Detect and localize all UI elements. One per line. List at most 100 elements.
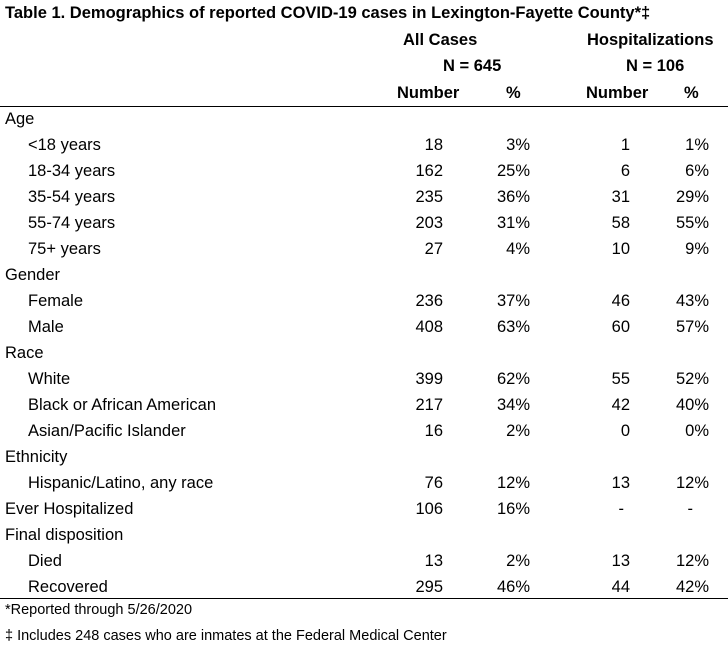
cell-number-hosp: 42 [611, 396, 630, 414]
cell-number-all: 236 [415, 292, 443, 310]
cell-number-hosp: 46 [611, 292, 630, 310]
cell-pct-hosp: 55% [675, 214, 709, 232]
cell-pct-all: 16% [496, 500, 530, 518]
cell-pct-all: 2% [506, 552, 530, 570]
table-row: Ethnicity [0, 444, 728, 470]
col-header-pct-all: % [506, 84, 521, 102]
cell-number-all: 13 [424, 552, 443, 570]
group-n-all-cases: N = 645 [443, 57, 502, 75]
cell-pct-hosp: - [687, 500, 694, 518]
cell-number-hosp: 1 [620, 136, 630, 154]
table-row: 18-34 years 162 25% 6 6% [0, 158, 728, 184]
col-header-number-all: Number [397, 84, 460, 102]
cell-number-hosp: 44 [611, 578, 630, 596]
table-row: Age [0, 106, 728, 132]
cell-pct-hosp: 52% [675, 370, 709, 388]
group-n-hospitalizations: N = 106 [626, 57, 685, 75]
cell-pct-all: 12% [496, 474, 530, 492]
cell-number-hosp: 0 [620, 422, 630, 440]
cell-pct-all: 62% [496, 370, 530, 388]
section-label: Age [5, 110, 35, 128]
section-label: Ever Hospitalized [5, 500, 134, 518]
section-label: Final disposition [5, 526, 124, 544]
cell-pct-all: 36% [496, 188, 530, 206]
col-header-number-hosp: Number [586, 84, 649, 102]
cell-pct-hosp: 40% [675, 396, 709, 414]
cell-number-hosp: 60 [611, 318, 630, 336]
row-label: <18 years [28, 136, 101, 154]
cell-pct-all: 2% [506, 422, 530, 440]
cell-pct-all: 25% [496, 162, 530, 180]
cell-number-hosp: 10 [611, 240, 630, 258]
table-row: Died 13 2% 13 12% [0, 548, 728, 574]
cell-pct-all: 31% [496, 214, 530, 232]
row-label: 55-74 years [28, 214, 116, 232]
table-row: Race [0, 340, 728, 366]
table-row: <18 years 18 3% 1 1% [0, 132, 728, 158]
table-title: Table 1. Demographics of reported COVID-… [5, 4, 651, 22]
footnote-reported: *Reported through 5/26/2020 [5, 602, 193, 618]
cell-pct-hosp: 0% [685, 422, 709, 440]
table-row: White 399 62% 55 52% [0, 366, 728, 392]
table-row: Ever Hospitalized 106 16% - - [0, 496, 728, 522]
cell-pct-all: 4% [506, 240, 530, 258]
row-label: Male [28, 318, 64, 336]
cell-pct-all: 34% [496, 396, 530, 414]
cell-pct-hosp: 29% [675, 188, 709, 206]
cell-number-all: 217 [415, 396, 443, 414]
row-label: White [28, 370, 71, 388]
cell-number-hosp: - [618, 500, 625, 518]
cell-pct-all: 37% [496, 292, 530, 310]
cell-pct-hosp: 9% [685, 240, 709, 258]
cell-pct-hosp: 6% [685, 162, 709, 180]
cell-number-hosp: 55 [611, 370, 630, 388]
cell-number-all: 203 [415, 214, 443, 232]
cell-pct-all: 3% [506, 136, 530, 154]
section-label: Gender [5, 266, 61, 284]
row-label: 18-34 years [28, 162, 116, 180]
row-label: 75+ years [28, 240, 101, 258]
table-row: Hispanic/Latino, any race 76 12% 13 12% [0, 470, 728, 496]
cell-number-all: 27 [424, 240, 443, 258]
cell-number-hosp: 6 [620, 162, 630, 180]
table-row: Female 236 37% 46 43% [0, 288, 728, 314]
row-label: 35-54 years [28, 188, 116, 206]
group-header-all-cases: All Cases [403, 31, 478, 49]
table-row: 35-54 years 235 36% 31 29% [0, 184, 728, 210]
cell-number-all: 408 [415, 318, 443, 336]
cell-pct-hosp: 12% [675, 474, 709, 492]
table-row: 55-74 years 203 31% 58 55% [0, 210, 728, 236]
cell-number-hosp: 58 [611, 214, 630, 232]
table-row: 75+ years 27 4% 10 9% [0, 236, 728, 262]
table-row: Final disposition [0, 522, 728, 548]
header-rule [0, 106, 728, 107]
row-label: Died [28, 552, 62, 570]
bottom-rule [0, 598, 728, 599]
table-row: Black or African American 217 34% 42 40% [0, 392, 728, 418]
cell-number-hosp: 31 [611, 188, 630, 206]
row-label: Recovered [28, 578, 108, 596]
row-label: Asian/Pacific Islander [28, 422, 186, 440]
cell-pct-all: 46% [496, 578, 530, 596]
row-label: Hispanic/Latino, any race [28, 474, 214, 492]
cell-number-all: 16 [424, 422, 443, 440]
table-row: Asian/Pacific Islander 16 2% 0 0% [0, 418, 728, 444]
cell-number-all: 76 [424, 474, 443, 492]
cell-pct-hosp: 57% [675, 318, 709, 336]
cell-number-all: 235 [415, 188, 443, 206]
cell-number-hosp: 13 [611, 474, 630, 492]
col-header-pct-hosp: % [684, 84, 699, 102]
cell-pct-hosp: 12% [675, 552, 709, 570]
group-header-hospitalizations: Hospitalizations [587, 31, 714, 49]
row-label: Female [28, 292, 84, 310]
row-label: Black or African American [28, 396, 216, 414]
cell-pct-hosp: 1% [685, 136, 709, 154]
cell-number-all: 162 [415, 162, 443, 180]
cell-number-all: 106 [415, 500, 443, 518]
section-label: Race [5, 344, 44, 362]
footnote-inmates: ‡ Includes 248 cases who are inmates at … [5, 628, 447, 644]
table-row: Male 408 63% 60 57% [0, 314, 728, 340]
cell-pct-all: 63% [496, 318, 530, 336]
cell-number-all: 399 [415, 370, 443, 388]
table-row: Gender [0, 262, 728, 288]
